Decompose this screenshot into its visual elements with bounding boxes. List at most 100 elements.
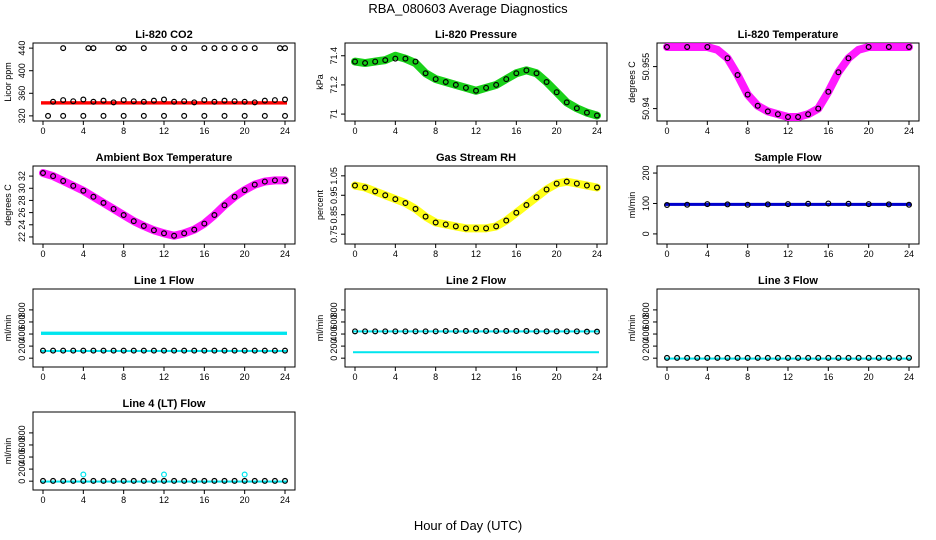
- data-point: [452, 81, 459, 88]
- data-point: [231, 193, 238, 200]
- x-tick-label: 24: [592, 126, 602, 136]
- x-tick-label: 12: [783, 126, 793, 136]
- data-point: [120, 97, 127, 104]
- data-point: [211, 98, 218, 105]
- data-point: [261, 112, 268, 119]
- y-tick-label: 200: [17, 462, 27, 477]
- x-tick-label: 24: [592, 249, 602, 259]
- y-tick-label: 600: [17, 437, 27, 452]
- x-tick-label: 12: [471, 372, 481, 382]
- data-point: [251, 477, 258, 484]
- plot-frame: [32, 42, 296, 122]
- data-point: [744, 91, 751, 98]
- data-point: [241, 45, 248, 52]
- data-point: [271, 477, 278, 484]
- data-point: [402, 200, 409, 207]
- data-point: [774, 111, 781, 118]
- plot-frame: [656, 42, 920, 122]
- data-point: [271, 97, 278, 104]
- x-tick-label: 16: [199, 495, 209, 505]
- y-tick-label: 400: [17, 327, 27, 342]
- data-point: [573, 180, 580, 187]
- x-tick-label: 16: [823, 126, 833, 136]
- data-point: [90, 347, 97, 354]
- data-point: [261, 178, 268, 185]
- x-tick-label: 4: [393, 249, 398, 259]
- data-point: [352, 58, 359, 65]
- data-point: [221, 202, 228, 209]
- y-axis-label: ml/min: [627, 192, 637, 219]
- data-point: [60, 97, 67, 104]
- x-tick-label: 24: [280, 495, 290, 505]
- x-tick-label: 8: [121, 372, 126, 382]
- data-point: [402, 55, 409, 62]
- data-point: [684, 43, 691, 50]
- data-point: [282, 45, 289, 52]
- x-tick-label: 4: [393, 126, 398, 136]
- series-band-0: [665, 202, 911, 206]
- data-point: [110, 205, 117, 212]
- data-point: [402, 328, 409, 335]
- data-point: [90, 45, 97, 52]
- data-point: [201, 45, 208, 52]
- y-tick-label: 320: [17, 108, 27, 123]
- x-tick-label: 12: [471, 126, 481, 136]
- data-point: [251, 181, 258, 188]
- data-point: [533, 194, 540, 201]
- data-point: [39, 170, 46, 177]
- data-point: [90, 477, 97, 484]
- x-tick-label: 4: [705, 372, 710, 382]
- data-point: [593, 184, 600, 191]
- chart-panel-5: Sample Flow ml/min 0 4 8 12 16 20 24 0 100 200: [627, 152, 920, 259]
- data-point: [80, 347, 87, 354]
- x-tick-label: 16: [199, 249, 209, 259]
- data-point: [231, 347, 238, 354]
- x-tick-label: 12: [159, 249, 169, 259]
- data-point: [261, 97, 268, 104]
- chart-panel-1: Li-820 Pressure kPa 0 4 8 12 16 20 24 71 71.2 71.4: [315, 29, 608, 136]
- chart-panel-8: Line 3 Flow ml/min 0 4 8 12 16 20 24 0 20040060080…: [627, 275, 920, 382]
- x-tick-label: 0: [352, 372, 357, 382]
- data-point: [70, 347, 77, 354]
- data-point: [714, 354, 721, 361]
- data-point: [493, 328, 500, 335]
- data-point: [80, 112, 87, 119]
- data-point: [473, 87, 480, 94]
- page-title: RBA_080603 Average Diagnostics: [368, 1, 568, 16]
- data-point: [795, 354, 802, 361]
- x-tick-label: 16: [511, 249, 521, 259]
- data-point: [764, 354, 771, 361]
- x-tick-label: 8: [745, 372, 750, 382]
- y-tick-label: 26: [17, 208, 27, 218]
- data-point: [282, 347, 289, 354]
- x-tick-label: 16: [199, 126, 209, 136]
- y-axis-label: degrees C: [3, 184, 13, 226]
- chart-title: Line 4 (LT) Flow: [123, 398, 206, 410]
- data-point: [855, 354, 862, 361]
- data-point: [412, 328, 419, 335]
- data-point: [473, 328, 480, 335]
- data-point: [115, 45, 122, 52]
- x-tick-label: 0: [40, 249, 45, 259]
- data-point: [362, 328, 369, 335]
- data-point: [130, 477, 137, 484]
- x-tick-label: 0: [352, 249, 357, 259]
- data-point: [392, 196, 399, 203]
- x-tick-label: 12: [471, 249, 481, 259]
- data-point: [201, 347, 208, 354]
- data-point: [362, 60, 369, 67]
- data-point: [282, 477, 289, 484]
- data-point: [483, 225, 490, 232]
- data-point: [533, 70, 540, 77]
- y-tick-label: 71.4: [329, 47, 339, 65]
- x-tick-label: 0: [664, 249, 669, 259]
- data-point: [161, 471, 168, 478]
- data-point: [784, 354, 791, 361]
- data-point: [100, 112, 107, 119]
- x-tick-label: 4: [705, 249, 710, 259]
- data-point: [573, 328, 580, 335]
- data-point: [724, 201, 731, 208]
- x-tick-label: 20: [864, 372, 874, 382]
- y-tick-label: 400: [641, 327, 651, 342]
